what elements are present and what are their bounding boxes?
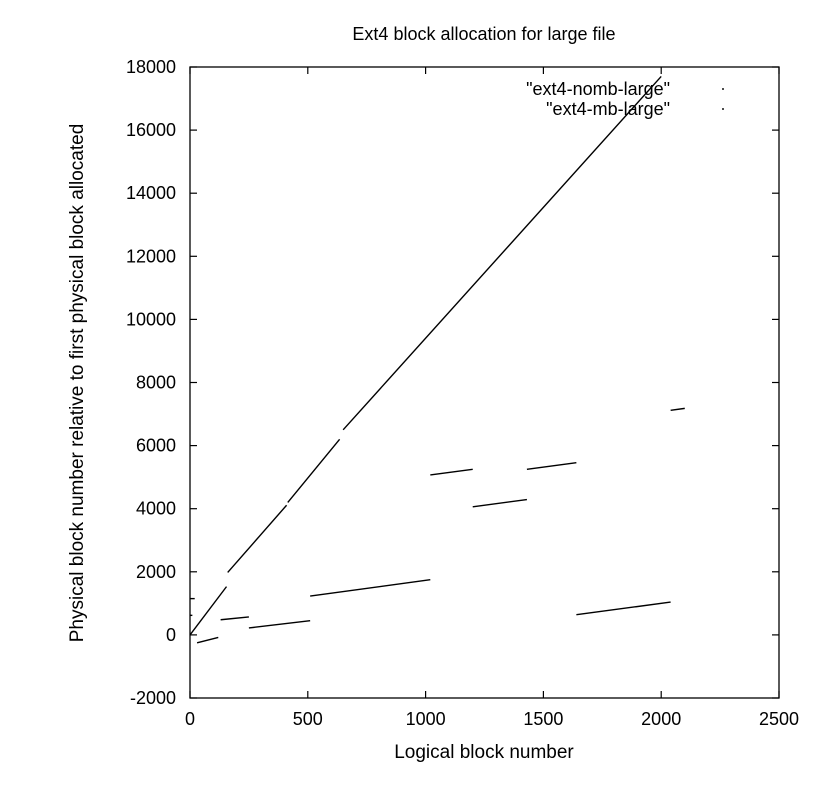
plot-frame [189, 66, 780, 699]
x-tick-label-0: 0 [185, 709, 195, 729]
series-1-segment-4 [248, 620, 311, 629]
y-tick-label-6: 10000 [126, 309, 176, 329]
y-tick-label-9: 16000 [126, 120, 176, 140]
series-1-segment-10 [670, 407, 685, 411]
chart-title: Ext4 block allocation for large file [352, 24, 615, 44]
x-tick-label-1: 500 [293, 709, 323, 729]
x-axis-label: Logical block number [394, 742, 574, 763]
series-1-segment-3 [220, 616, 249, 621]
y-tick-label-1: 0 [166, 625, 176, 645]
y-tick-label-4: 6000 [136, 436, 176, 456]
series-0-segment-3 [342, 75, 662, 431]
series-1-segment-5 [310, 578, 431, 597]
y-axis-label: Physical block number relative to first … [67, 124, 88, 643]
series-layer [189, 75, 685, 644]
x-tick-label-3: 1500 [523, 709, 563, 729]
series-1-segment-7 [472, 498, 528, 508]
x-tick-label-4: 2000 [641, 709, 681, 729]
series-1-segment-6 [430, 468, 473, 476]
y-tick-label-0: -2000 [130, 688, 176, 708]
series-0 [189, 75, 662, 636]
series-1-segment-9 [576, 601, 671, 616]
y-tick-label-8: 14000 [126, 183, 176, 203]
y-tick-label-3: 4000 [136, 499, 176, 519]
series-0-segment-2 [287, 438, 341, 503]
series-1-segment-8 [526, 461, 577, 470]
x-tick-label-2: 1000 [406, 709, 446, 729]
x-tick-label-5: 2500 [759, 709, 799, 729]
legend-label-1: "ext4-mb-large" [546, 99, 670, 119]
y-tick-label-2: 2000 [136, 562, 176, 582]
y-tick-label-7: 12000 [126, 246, 176, 266]
legend: "ext4-nomb-large""ext4-mb-large" [526, 79, 724, 119]
series-0-segment-0 [189, 586, 228, 636]
series-1-segment-2 [196, 636, 219, 644]
y-tick-label-5: 8000 [136, 373, 176, 393]
y-tick-label-10: 18000 [126, 57, 176, 77]
series-1 [190, 407, 685, 644]
series-0-segment-1 [227, 504, 288, 573]
ticks-layer: 0 500 1000 1500 2000 2500 -2000 0 2000 4000 6000 80… [126, 57, 799, 729]
legend-label-0: "ext4-nomb-large" [526, 79, 670, 99]
